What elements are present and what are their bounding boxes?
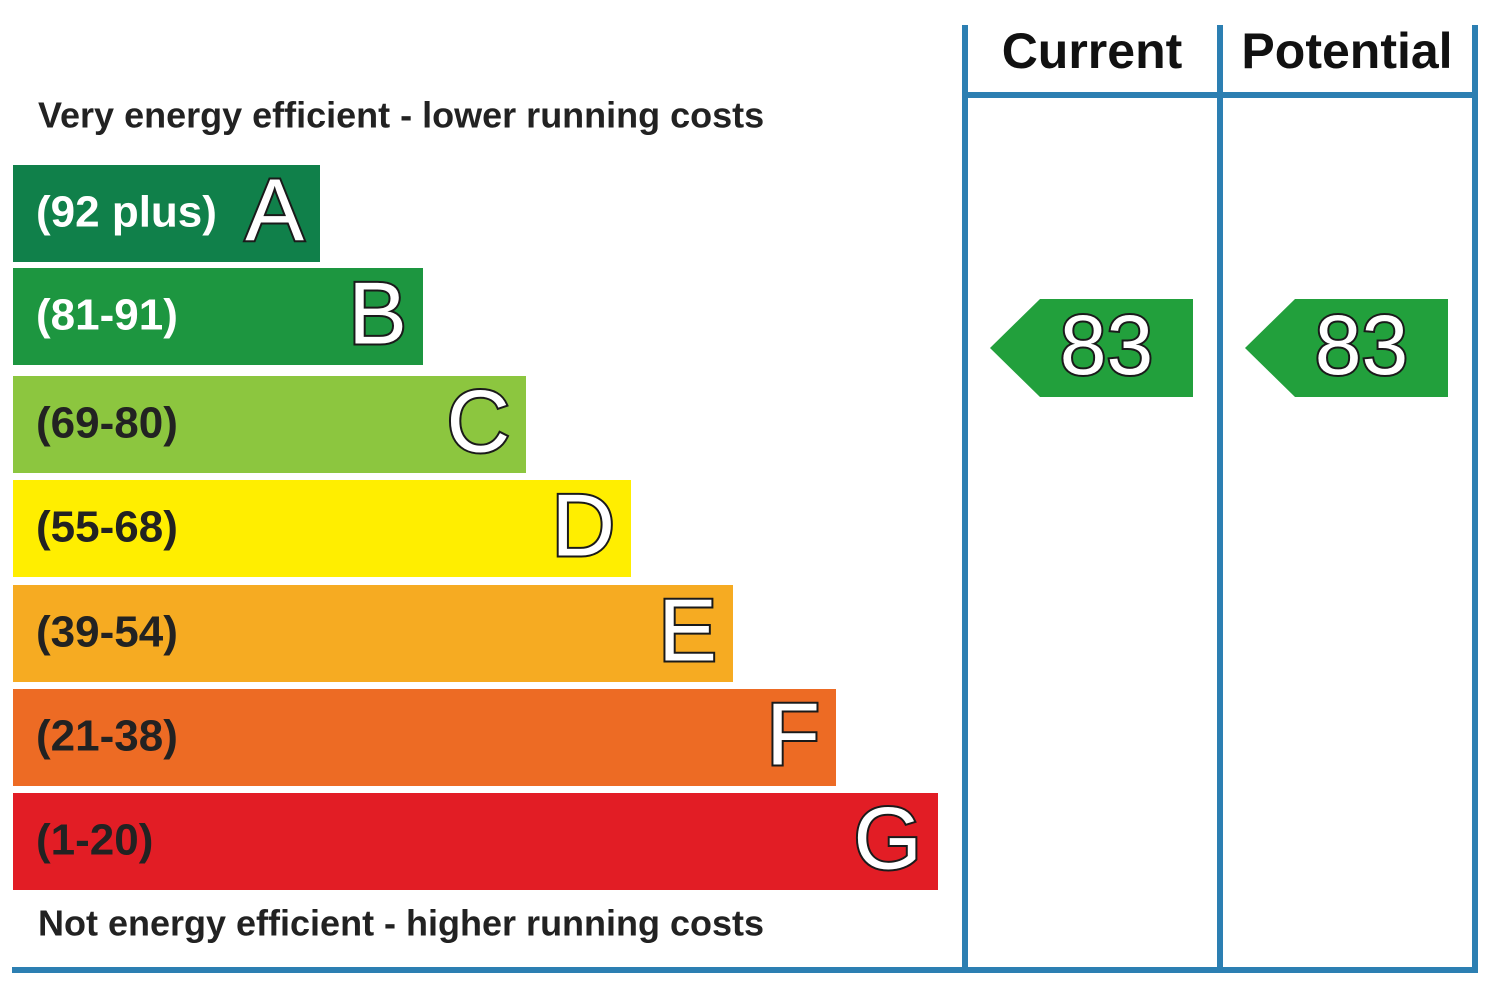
band <box>13 689 836 786</box>
band <box>13 268 423 365</box>
band-letter: G <box>854 788 922 887</box>
column-header: Potential <box>1241 23 1452 79</box>
band-letter: C <box>446 371 510 470</box>
rating-value: 83 <box>1315 298 1408 392</box>
band-range: (21-38) <box>36 712 178 761</box>
rating-value: 83 <box>1060 298 1153 392</box>
band <box>13 480 631 577</box>
band <box>13 376 526 473</box>
band-range: (92 plus) <box>36 188 217 237</box>
band-letter: B <box>348 263 407 362</box>
band-letter: E <box>658 580 717 679</box>
band <box>13 585 733 682</box>
band-letter: D <box>551 475 615 574</box>
top-label: Very energy efficient - lower running co… <box>38 95 764 136</box>
band-letter: F <box>766 684 820 783</box>
band-letter: A <box>245 160 304 259</box>
band-range: (81-91) <box>36 291 178 340</box>
band-range: (1-20) <box>36 816 153 865</box>
rating-arrow <box>990 299 1193 397</box>
band-range: (55-68) <box>36 503 178 552</box>
band <box>13 165 320 262</box>
band-range: (39-54) <box>36 608 178 657</box>
band <box>13 793 938 890</box>
bottom-label: Not energy efficient - higher running co… <box>38 903 764 944</box>
rating-arrow <box>1245 299 1448 397</box>
band-range: (69-80) <box>36 399 178 448</box>
column-header: Current <box>1002 23 1183 79</box>
